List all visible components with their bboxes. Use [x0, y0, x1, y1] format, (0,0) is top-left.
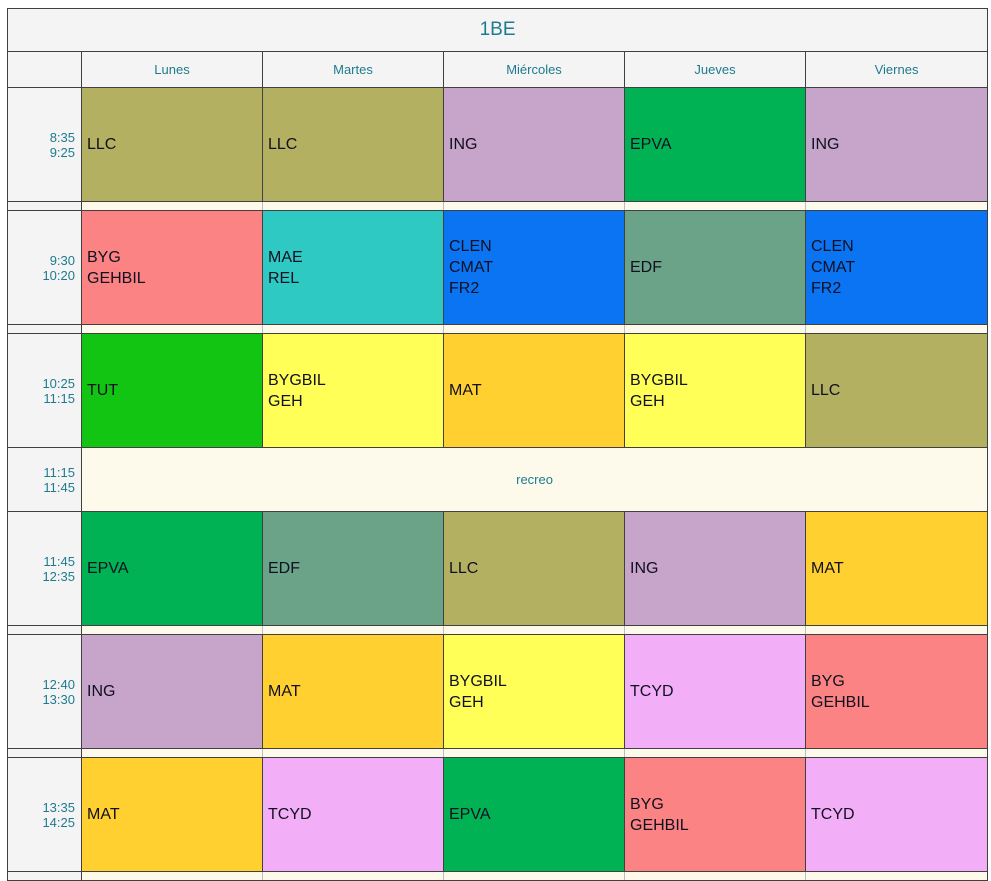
- timetable-body: 8:35 9:25 LLC LLC ING EPVA ING 9:30 10:20 BYG G…: [7, 87, 989, 881]
- subject-cell: MAT: [81, 757, 263, 872]
- day-header-martes: Martes: [262, 51, 444, 88]
- time-slot-label: 11:45 12:35: [7, 511, 82, 626]
- break-row: 11:15 11:45 recreo: [7, 447, 989, 512]
- time-slot-label: 9:30 10:20: [7, 210, 82, 325]
- subject-cell: MAT: [804, 511, 989, 626]
- separator-cell: [804, 748, 989, 758]
- subject-cell: CLEN CMAT FR2: [443, 210, 625, 325]
- subject-cell: MAT: [443, 333, 625, 448]
- subject-cell: EDF: [624, 210, 806, 325]
- separator-cell: [804, 201, 989, 211]
- separator-cell: [81, 871, 263, 881]
- separator-cell: [443, 871, 625, 881]
- separator-cell: [443, 324, 625, 334]
- timetable: 1BE Lunes Martes Miércoles Jueves Vierne…: [6, 8, 989, 881]
- separator-cell: [624, 324, 806, 334]
- separator-cell: [443, 625, 625, 635]
- title-row: 1BE: [6, 8, 989, 52]
- separator-row: [7, 748, 989, 758]
- day-header-jueves: Jueves: [624, 51, 806, 88]
- separator-time-cell: [7, 201, 82, 211]
- separator-cell: [443, 201, 625, 211]
- separator-cell: [624, 748, 806, 758]
- subject-cell: ING: [804, 87, 989, 202]
- subject-cell: MAE REL: [262, 210, 444, 325]
- subject-cell: TUT: [81, 333, 263, 448]
- subject-cell: EDF: [262, 511, 444, 626]
- day-header-lunes: Lunes: [81, 51, 263, 88]
- time-slot-label: 11:15 11:45: [7, 447, 82, 512]
- subject-cell: EPVA: [81, 511, 263, 626]
- separator-cell: [262, 201, 444, 211]
- subject-cell: LLC: [262, 87, 444, 202]
- break-cell: recreo: [80, 447, 989, 512]
- subject-cell: LLC: [804, 333, 989, 448]
- subject-cell: LLC: [81, 87, 263, 202]
- separator-cell: [81, 324, 263, 334]
- separator-cell: [262, 871, 444, 881]
- separator-row: [7, 324, 989, 334]
- separator-row: [7, 201, 989, 211]
- subject-cell: BYGBIL GEH: [443, 634, 625, 749]
- subject-cell: EPVA: [624, 87, 806, 202]
- class-row: 10:25 11:15 TUT BYGBIL GEH MAT BYGBIL GEH LLC: [7, 333, 989, 448]
- time-slot-label: 10:25 11:15: [7, 333, 82, 448]
- time-slot-label: 8:35 9:25: [7, 87, 82, 202]
- subject-cell: BYG GEHBIL: [804, 634, 989, 749]
- subject-cell: ING: [81, 634, 263, 749]
- day-header-viernes: Viernes: [804, 51, 989, 88]
- subject-cell: TCYD: [262, 757, 444, 872]
- subject-cell: ING: [443, 87, 625, 202]
- subject-cell: BYG GEHBIL: [81, 210, 263, 325]
- separator-row: [7, 625, 989, 635]
- separator-cell: [81, 201, 263, 211]
- subject-cell: BYGBIL GEH: [262, 333, 444, 448]
- class-row: 11:45 12:35 EPVA EDF LLC ING MAT: [7, 511, 989, 626]
- separator-time-cell: [7, 748, 82, 758]
- separator-cell: [624, 871, 806, 881]
- separator-time-cell: [7, 324, 82, 334]
- class-row: 13:35 14:25 MAT TCYD EPVA BYG GEHBIL TCYD: [7, 757, 989, 872]
- time-slot-label: 13:35 14:25: [7, 757, 82, 872]
- separator-cell: [804, 625, 989, 635]
- subject-cell: ING: [624, 511, 806, 626]
- corner-cell: [7, 51, 82, 88]
- day-header-miercoles: Miércoles: [443, 51, 625, 88]
- separator-cell: [804, 871, 989, 881]
- separator-cell: [262, 748, 444, 758]
- subject-cell: BYGBIL GEH: [624, 333, 806, 448]
- subject-cell: TCYD: [624, 634, 806, 749]
- class-group-title: 1BE: [6, 8, 989, 52]
- separator-cell: [443, 748, 625, 758]
- separator-cell: [804, 324, 989, 334]
- subject-cell: MAT: [262, 634, 444, 749]
- subject-cell: LLC: [443, 511, 625, 626]
- class-row: 8:35 9:25 LLC LLC ING EPVA ING: [7, 87, 989, 202]
- separator-cell: [624, 625, 806, 635]
- separator-row: [7, 871, 989, 881]
- day-header-row: Lunes Martes Miércoles Jueves Viernes: [7, 51, 989, 88]
- subject-cell: TCYD: [804, 757, 989, 872]
- separator-cell: [624, 201, 806, 211]
- subject-cell: BYG GEHBIL: [624, 757, 806, 872]
- separator-cell: [262, 625, 444, 635]
- subject-cell: EPVA: [443, 757, 625, 872]
- separator-cell: [81, 625, 263, 635]
- separator-time-cell: [7, 871, 82, 881]
- subject-cell: CLEN CMAT FR2: [804, 210, 989, 325]
- separator-cell: [262, 324, 444, 334]
- separator-time-cell: [7, 625, 82, 635]
- time-slot-label: 12:40 13:30: [7, 634, 82, 749]
- class-row: 12:40 13:30 ING MAT BYGBIL GEH TCYD BYG GEHBI…: [7, 634, 989, 749]
- separator-cell: [81, 748, 263, 758]
- class-row: 9:30 10:20 BYG GEHBIL MAE REL CLEN CMAT FR2…: [7, 210, 989, 325]
